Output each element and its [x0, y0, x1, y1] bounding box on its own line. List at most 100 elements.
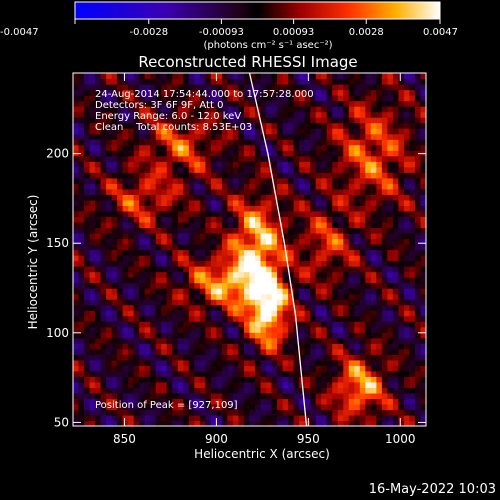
heatmap-cell [216, 232, 223, 240]
heatmap-cell [403, 84, 411, 91]
heatmap-cell [166, 332, 173, 339]
heatmap-cell [216, 337, 223, 344]
heatmap-cell [304, 255, 311, 262]
heatmap-cell [183, 359, 190, 366]
heatmap-cell [398, 205, 405, 212]
heatmap-cell [84, 100, 91, 107]
heatmap-cell [409, 117, 416, 124]
heatmap-cell [232, 144, 240, 151]
heatmap-cell [111, 73, 118, 80]
heatmap-cell [337, 398, 344, 405]
heatmap-cell [166, 84, 173, 91]
heatmap-cell [310, 304, 317, 311]
heatmap-cell [205, 139, 212, 146]
heatmap-cell [177, 293, 184, 300]
heatmap-cell [326, 106, 333, 113]
heatmap-cell [365, 89, 372, 96]
heatmap-cell [73, 288, 80, 295]
heatmap-cell [139, 106, 146, 113]
heatmap-cell [117, 210, 124, 218]
heatmap-cell [166, 326, 173, 333]
heatmap-cell [348, 271, 355, 278]
heatmap-cell [150, 155, 157, 162]
heatmap-cell [238, 122, 245, 129]
heatmap-cell [183, 122, 190, 129]
heatmap-cell [376, 172, 383, 179]
heatmap-cell [392, 122, 400, 129]
heatmap-cell [205, 359, 212, 366]
heatmap-cell [133, 139, 140, 146]
heatmap-cell [420, 238, 426, 245]
heatmap-cell [155, 210, 162, 218]
heatmap-cell [210, 227, 218, 234]
heatmap-cell [100, 266, 107, 273]
heatmap-cell [332, 150, 339, 157]
heatmap-cell [304, 266, 311, 273]
heatmap-cell [133, 409, 140, 416]
heatmap-cell [100, 205, 107, 212]
heatmap-cell [73, 348, 80, 355]
heatmap-cell [177, 210, 184, 218]
heatmap-cell [293, 315, 300, 322]
heatmap-cell [392, 387, 400, 394]
heatmap-cell [420, 337, 426, 344]
heatmap-cell [414, 414, 422, 422]
heatmap-cell [139, 172, 146, 179]
heatmap-cell [188, 199, 195, 206]
heatmap-cell [238, 348, 245, 355]
heatmap-cell [150, 122, 157, 129]
heatmap-cell [403, 398, 411, 405]
heatmap-cell [199, 381, 206, 388]
heatmap-cell [403, 166, 411, 173]
heatmap-cell [299, 210, 306, 218]
heatmap-cell [387, 117, 394, 124]
heatmap-cell [78, 387, 85, 394]
peak-position-label: Position of Peak = [927,109] [95, 400, 238, 411]
heatmap-cell [409, 387, 416, 394]
heatmap-cell [266, 332, 273, 339]
heatmap-cell [249, 381, 256, 388]
heatmap-cell [249, 205, 256, 212]
heatmap-cell [238, 89, 245, 96]
colorbar-tick-label: 0.00093 [273, 27, 314, 38]
heatmap-cell [122, 255, 129, 262]
heatmap-cell [321, 288, 328, 295]
heatmap-cell [326, 398, 333, 405]
heatmap-cell [403, 183, 411, 190]
heatmap-cell [282, 359, 289, 366]
heatmap-cell [100, 376, 107, 383]
heatmap-cell [199, 420, 206, 426]
heatmap-cell [122, 117, 129, 124]
heatmap-cell [150, 139, 157, 146]
heatmap-cell [243, 216, 251, 223]
heatmap-cell [117, 337, 124, 344]
heatmap-cell [260, 293, 267, 300]
heatmap-cell [293, 299, 300, 306]
heatmap-cell [95, 128, 102, 135]
heatmap-cell [194, 277, 201, 284]
heatmap-cell [332, 332, 339, 339]
heatmap-cell [210, 354, 218, 361]
heatmap-cell [84, 271, 91, 278]
heatmap-cell [343, 370, 350, 377]
heatmap-cell [128, 238, 135, 245]
heatmap-cell [376, 106, 383, 113]
heatmap-cell [354, 144, 361, 151]
heatmap-cell [177, 205, 184, 212]
heatmap-cell [271, 321, 278, 328]
heatmap-cell [111, 155, 118, 162]
heatmap-cell [78, 95, 85, 102]
heatmap-cell [210, 414, 218, 422]
heatmap-cell [381, 365, 388, 372]
heatmap-cell [150, 348, 157, 355]
heatmap-cell [266, 166, 273, 173]
heatmap-cell [365, 249, 372, 256]
heatmap-cell [354, 304, 361, 311]
heatmap-cell [232, 359, 240, 366]
heatmap-cell [409, 354, 416, 361]
heatmap-cell [210, 288, 218, 295]
heatmap-cell [403, 89, 411, 96]
heatmap-cell [89, 310, 96, 317]
heatmap-cell [139, 122, 146, 129]
heatmap-cell [144, 210, 151, 218]
